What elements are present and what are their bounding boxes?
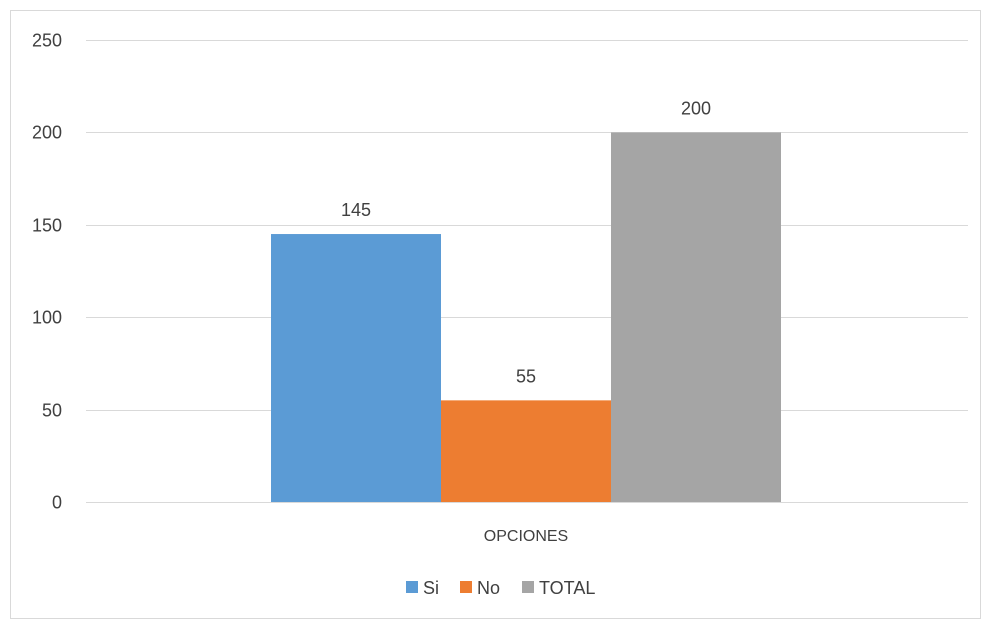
legend-swatch bbox=[522, 581, 534, 593]
bars bbox=[271, 132, 781, 503]
x-category-label: OPCIONES bbox=[484, 528, 568, 545]
legend-label: No bbox=[477, 578, 500, 598]
y-tick-label: 50 bbox=[42, 401, 62, 421]
y-tick-label: 200 bbox=[32, 123, 62, 143]
legend: Si No TOTAL bbox=[406, 578, 595, 598]
data-labels: 145 55 200 bbox=[341, 98, 711, 386]
data-label-si: 145 bbox=[341, 200, 371, 220]
y-tick-label: 0 bbox=[52, 493, 62, 513]
legend-label: TOTAL bbox=[539, 578, 595, 598]
y-axis-tick-labels: 0 50 100 150 200 250 bbox=[32, 31, 62, 513]
bar-no bbox=[441, 400, 611, 502]
legend-item-si: Si bbox=[406, 578, 439, 598]
bar-total bbox=[611, 132, 781, 502]
bar-si bbox=[271, 234, 441, 503]
data-label-no: 55 bbox=[516, 366, 536, 386]
x-axis: OPCIONES bbox=[86, 502, 968, 545]
legend-item-no: No bbox=[460, 578, 500, 598]
y-tick-label: 100 bbox=[32, 308, 62, 328]
legend-swatch bbox=[460, 581, 472, 593]
legend-label: Si bbox=[423, 578, 439, 598]
data-label-total: 200 bbox=[681, 98, 711, 118]
chart-border bbox=[10, 10, 981, 619]
y-tick-label: 150 bbox=[32, 216, 62, 236]
y-tick-label: 250 bbox=[32, 31, 62, 51]
legend-swatch bbox=[406, 581, 418, 593]
legend-item-total: TOTAL bbox=[522, 578, 595, 598]
